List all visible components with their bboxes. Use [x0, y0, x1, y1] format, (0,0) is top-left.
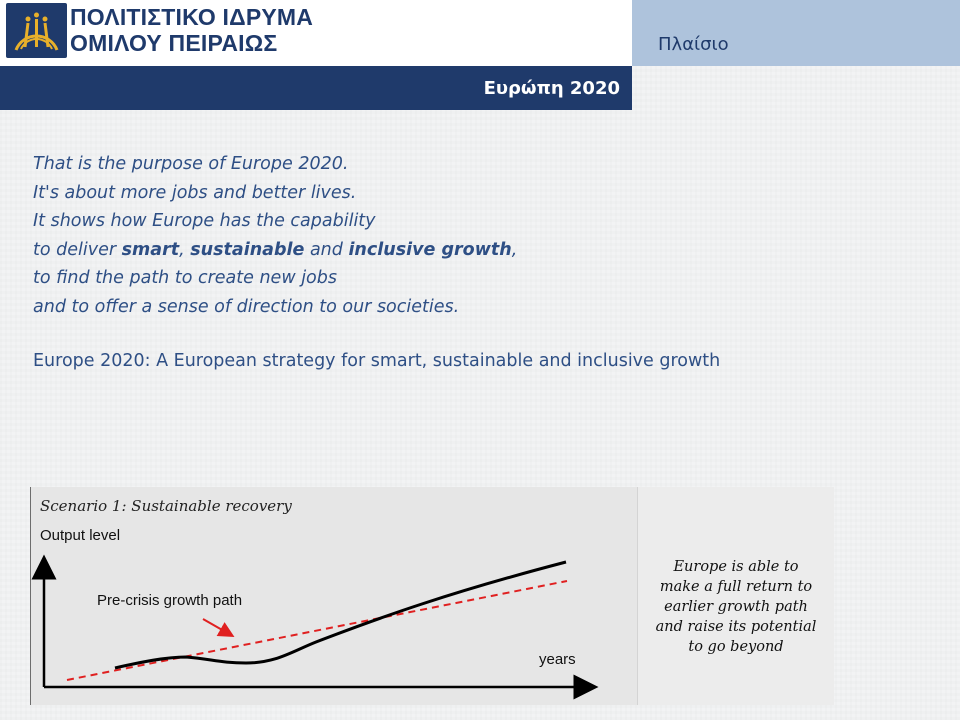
keyword-inclusive-growth: inclusive growth [348, 239, 512, 260]
title-bar: Ευρώπη 2020 [0, 66, 632, 110]
x-axis-label: years [539, 651, 576, 668]
note-line-3: earlier growth path [664, 599, 808, 615]
quote-line-4-pre: to deliver [33, 239, 122, 260]
quote-line-6: and to offer a sense of direction to our… [33, 296, 460, 317]
note-line-4: and raise its potential [655, 619, 817, 635]
quote-line-5: to find the path to create new jobs [33, 268, 337, 288]
quote-line-4: to deliver smart, sustainable and inclus… [33, 236, 517, 265]
scenario-plot [31, 554, 599, 700]
scenario-diagram: Scenario 1: Sustainable recovery Output … [30, 487, 834, 705]
foundation-logo [6, 3, 67, 58]
y-axis-label: Output level [40, 527, 121, 544]
foundation-emblem-icon [14, 12, 59, 51]
quote-line-4-sep2: and [304, 239, 349, 260]
scenario-note: Europe is able to make a full return to … [638, 557, 834, 657]
note-line-5: to go beyond [688, 639, 784, 655]
quote-line-4-sep1: , [179, 239, 191, 260]
note-line-1: Europe is able to [673, 559, 799, 575]
logo-line-2: ΟΜΙΛΟΥ ΠΕΙΡΑΙΩΣ [70, 30, 278, 56]
trend-label: Pre-crisis growth path [97, 592, 243, 609]
quote-line-2: It's about more jobs and better lives. [33, 182, 357, 203]
header-right-panel [632, 0, 960, 66]
quote-line-4-post: , [511, 239, 518, 260]
output-path-curve [114, 560, 567, 670]
label-pointer-arrow [202, 618, 235, 637]
quote-source: Europe 2020: A European strategy for sma… [33, 351, 721, 371]
scenario-note-panel: Europe is able to make a full return to … [637, 487, 834, 705]
pre-crisis-trend-line [66, 580, 568, 681]
keyword-sustainable: sustainable [190, 239, 305, 260]
slide-title: Ευρώπη 2020 [483, 78, 620, 99]
quote-line-3: It shows how Europe has the capability [33, 211, 376, 231]
section-label: Πλαίσιο [658, 34, 729, 55]
logo-line-1: ΠΟΛΙΤΙΣΤΙΚΟ ΙΔΡΥΜΑ [70, 4, 314, 30]
quote-line-1: That is the purpose of Europe 2020. [33, 154, 349, 174]
keyword-smart: smart [121, 239, 180, 260]
note-line-2: make a full return to [659, 579, 813, 595]
foundation-name: ΠΟΛΙΤΙΣΤΙΚΟ ΙΔΡΥΜΑ ΟΜΙΛΟΥ ΠΕΙΡΑΙΩΣ [70, 4, 313, 56]
scenario-title: Scenario 1: Sustainable recovery [40, 497, 292, 515]
europe-2020-quote: That is the purpose of Europe 2020. It's… [33, 150, 517, 321]
header-logo-area: ΠΟΛΙΤΙΣΤΙΚΟ ΙΔΡΥΜΑ ΟΜΙΛΟΥ ΠΕΙΡΑΙΩΣ [0, 0, 632, 66]
